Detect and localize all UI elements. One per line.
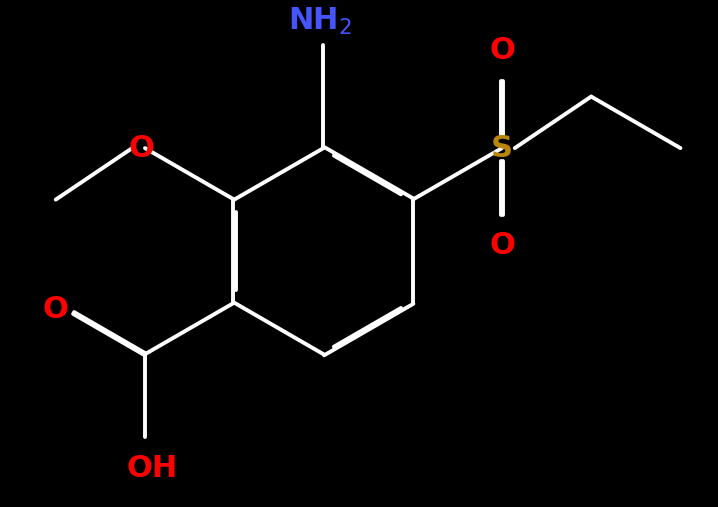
Text: O: O — [43, 295, 69, 324]
Text: OH: OH — [126, 454, 178, 483]
Text: O: O — [489, 231, 515, 260]
Text: O: O — [489, 37, 515, 65]
Text: S: S — [491, 134, 513, 163]
Text: NH$_2$: NH$_2$ — [288, 6, 352, 37]
Text: O: O — [129, 134, 154, 163]
